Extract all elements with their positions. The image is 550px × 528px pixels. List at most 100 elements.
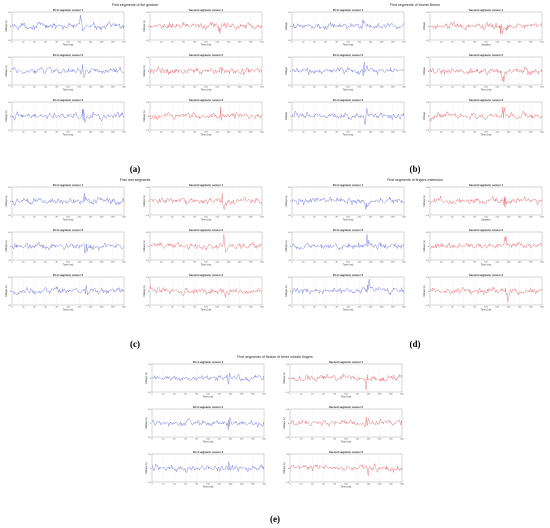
subplot: First segment, sensor 1 0 20 40 60 80 100 120 14… [285, 183, 407, 222]
x-tick-label: 160 [378, 439, 382, 441]
x-tick-label: 60 [324, 307, 327, 309]
x-tick-label: 40 [33, 307, 36, 309]
x-tick-label: 60 [324, 42, 327, 44]
x-tick-label: 40 [451, 87, 454, 89]
y-tick-label: 0 [290, 201, 292, 203]
y-tick-label: 0 [428, 246, 430, 248]
x-tick-label: 120 [215, 307, 219, 309]
subplot-title: Second segment, sensor 2 [189, 228, 224, 232]
x-tick-label: 180 [249, 307, 253, 309]
x-tick-label: 40 [171, 87, 174, 89]
x-tick-label: 20 [300, 394, 303, 396]
x-tick-label: 200 [402, 262, 406, 264]
x-tick-label: 20 [22, 42, 25, 44]
y-tick-label: -0.5 [147, 482, 152, 484]
x-tick-label: 0 [429, 42, 431, 44]
x-tick-label: 140 [369, 87, 373, 89]
x-tick-label: 0 [149, 87, 151, 89]
x-tick-label: 120 [77, 217, 81, 219]
y-axis-label: Voltage [285, 66, 288, 75]
x-tick-label: 60 [182, 87, 185, 89]
y-axis-label: Voltage (v) [5, 65, 8, 77]
x-tick-label: 160 [238, 307, 242, 309]
subplot-title: Second segment, sensor 1 [469, 8, 504, 12]
x-tick-label: 0 [11, 217, 13, 219]
signal-series [429, 106, 543, 122]
x-tick-label: 140 [369, 307, 373, 309]
x-tick-label: 200 [260, 307, 264, 309]
x-tick-label: 80 [196, 394, 199, 396]
x-tick-label: 160 [518, 87, 522, 89]
y-tick-label: -0.5 [425, 85, 430, 87]
subplot: Second segment, sensor 1 0 20 40 60 80 100 120 1… [143, 183, 265, 222]
signal-series [151, 417, 265, 431]
subplot: Second segment, sensor 3 0 20 40 60 80 100 120 1… [423, 273, 545, 312]
y-tick-label: 0 [290, 26, 292, 28]
x-tick-label: 140 [229, 394, 233, 396]
x-tick-label: 180 [249, 132, 253, 134]
y-tick-label: 0.5 [146, 187, 150, 189]
y-tick-label: 0 [288, 468, 290, 470]
x-tick-label: 20 [160, 307, 163, 309]
x-tick-label: 160 [380, 307, 384, 309]
x-tick-label: 140 [367, 394, 371, 396]
x-tick-label: 0 [11, 87, 13, 89]
x-tick-label: 160 [378, 394, 382, 396]
x-tick-label: 60 [462, 217, 465, 219]
x-tick-label: 40 [173, 394, 176, 396]
x-tick-label: 20 [300, 439, 303, 441]
x-axis-label: Time (ms) [203, 485, 214, 488]
signal-series [11, 192, 125, 207]
x-tick-label: 180 [111, 217, 115, 219]
x-tick-label: 160 [518, 132, 522, 134]
x-tick-label: 120 [495, 217, 499, 219]
y-tick-label: -0.5 [287, 130, 292, 132]
x-tick-label: 160 [378, 484, 382, 486]
y-tick-label: -0.5 [7, 40, 12, 42]
x-axis-label: Time (ms) [201, 43, 212, 46]
x-tick-label: 80 [194, 307, 197, 309]
x-tick-label: 180 [529, 42, 533, 44]
x-tick-label: 20 [302, 262, 305, 264]
subplot-title: First segment, sensor 3 [53, 273, 84, 277]
x-tick-label: 60 [182, 307, 185, 309]
x-tick-label: 0 [151, 394, 153, 396]
x-tick-label: 200 [260, 87, 264, 89]
x-tick-label: 200 [402, 87, 406, 89]
x-tick-label: 140 [227, 307, 231, 309]
x-tick-label: 100 [66, 42, 70, 44]
x-tick-label: 200 [540, 87, 544, 89]
subplot: Second segment, sensor 1 0 20 40 60 80 100 120 1… [143, 8, 265, 47]
x-tick-label: 140 [229, 484, 233, 486]
x-tick-label: 20 [440, 217, 443, 219]
x-tick-label: 40 [311, 439, 314, 441]
panel-title: First rest segments [120, 178, 151, 182]
x-tick-label: 0 [11, 42, 13, 44]
y-tick-label: 0.5 [146, 102, 150, 104]
x-tick-label: 100 [204, 307, 208, 309]
y-tick-label: 0.5 [146, 12, 150, 14]
x-tick-label: 180 [111, 87, 115, 89]
subplot-title: Second segment, sensor 1 [469, 183, 504, 187]
y-tick-label: -0.5 [425, 260, 430, 262]
x-tick-label: 120 [215, 87, 219, 89]
x-tick-label: 140 [89, 87, 93, 89]
y-tick-label: 0 [288, 378, 290, 380]
y-tick-label: 0.5 [146, 277, 150, 279]
signal-series [149, 66, 263, 76]
x-tick-label: 40 [33, 132, 36, 134]
x-tick-label: 80 [474, 87, 477, 89]
x-tick-label: 20 [440, 307, 443, 309]
y-tick-label: 0 [148, 71, 150, 73]
signal-series [11, 241, 125, 254]
x-tick-label: 200 [402, 217, 406, 219]
x-tick-label: 20 [440, 132, 443, 134]
x-tick-label: 40 [451, 217, 454, 219]
x-tick-label: 200 [540, 42, 544, 44]
x-tick-label: 200 [262, 439, 266, 441]
subplot: Second segment, sensor 3 0 20 40 60 80 100 120 1… [423, 98, 545, 137]
subplot: Second segment, sensor 2 0 20 40 60 80 100 120 1… [423, 53, 545, 92]
x-tick-label: 80 [56, 262, 59, 264]
subplot: First segment, sensor 1 0 20 40 60 80 100 120 14… [5, 183, 127, 222]
x-tick-label: 100 [484, 42, 488, 44]
